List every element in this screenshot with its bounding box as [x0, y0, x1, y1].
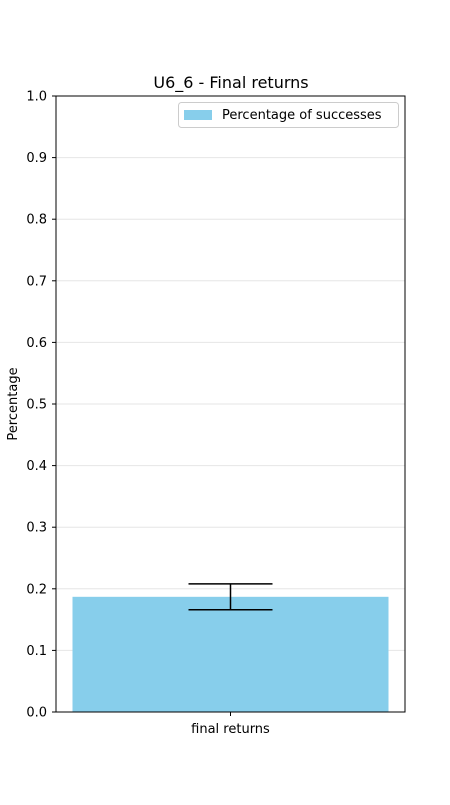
y-axis-ticks: 0.0 0.1 0.2 0.3 0.4 0.5 0.6 0.7 0.8 0.9 1.0	[26, 90, 56, 721]
legend-swatch	[184, 110, 212, 120]
y-tick-label: 0.7	[26, 274, 47, 289]
y-tick-label: 0.4	[26, 459, 47, 474]
legend: Percentage of successes	[178, 102, 399, 128]
y-tick-label: 0.2	[26, 582, 47, 597]
bar	[72, 596, 389, 712]
y-tick-label: 0.5	[26, 398, 47, 413]
y-tick-label: 0.9	[26, 151, 47, 166]
y-tick-label: 0.8	[26, 213, 47, 228]
bars	[72, 596, 389, 712]
y-tick-label: 0.1	[26, 644, 47, 659]
y-tick-label: 1.0	[26, 90, 47, 105]
grid-lines	[56, 157, 405, 651]
y-tick-label: 0.0	[26, 706, 47, 721]
chart-title: U6_6 - Final returns	[153, 73, 308, 93]
y-tick-label: 0.3	[26, 521, 47, 536]
x-tick-label: final returns	[191, 722, 270, 737]
y-tick-label: 0.6	[26, 336, 47, 351]
legend-box	[178, 102, 399, 128]
error-bars	[188, 583, 273, 611]
legend-label: Percentage of successes	[222, 108, 382, 123]
y-axis-label: Percentage	[6, 367, 21, 440]
x-axis-ticks: final returns	[191, 712, 270, 737]
